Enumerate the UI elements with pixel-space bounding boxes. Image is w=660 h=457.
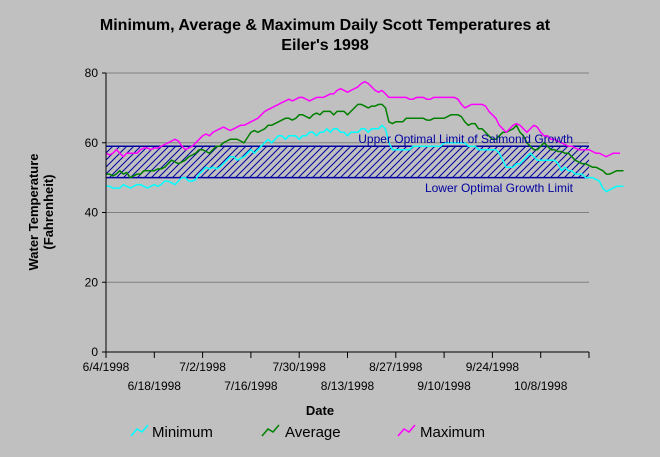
y-axis-title-line-1: Water Temperature xyxy=(26,153,41,270)
lower-limit-label: Lower Optimal Growth Limit xyxy=(425,181,574,195)
x-tick-label-9-24-1998: 9/24/1998 xyxy=(466,360,520,374)
series-line-maximum xyxy=(105,80,620,158)
legend: Minimum Average Maximum xyxy=(130,424,485,441)
legend-item-minimum: Minimum xyxy=(130,424,213,441)
x-tick-label-8-27-1998: 8/27/1998 xyxy=(369,360,423,374)
y-tick-label-80: 80 xyxy=(85,66,99,80)
legend-label-maximum: Maximum xyxy=(420,424,485,441)
legend-label-minimum: Minimum xyxy=(152,424,213,441)
legend-swatch-maximum xyxy=(397,424,416,437)
series-group xyxy=(105,80,624,193)
x-tick-label-7-2-1998: 7/2/1998 xyxy=(179,360,226,374)
x-tick-label-10-8-1998: 10/8/1998 xyxy=(514,379,568,393)
legend-item-average: Average xyxy=(261,424,341,441)
legend-swatch-minimum xyxy=(130,424,149,437)
chart-title-line-1: Minimum, Average & Maximum Daily Scott T… xyxy=(100,17,551,34)
legend-label-average: Average xyxy=(285,424,341,441)
x-tick-label-8-13-1998: 8/13/1998 xyxy=(321,379,375,393)
optimal-growth-band xyxy=(106,146,589,178)
y-tick-label-60: 60 xyxy=(85,136,99,150)
y-tick-label-40: 40 xyxy=(85,206,99,220)
legend-item-maximum: Maximum xyxy=(397,424,485,441)
y-axis-title-line-2: (Fahrenheit) xyxy=(41,174,56,249)
gridlines xyxy=(106,72,589,283)
x-tick-label-9-10-1998: 9/10/1998 xyxy=(417,379,471,393)
x-tick-label-6-4-1998: 6/4/1998 xyxy=(83,360,130,374)
x-tick-label-6-18-1998: 6/18/1998 xyxy=(128,379,182,393)
x-ticks: 6/4/1998 7/2/1998 7/30/1998 8/27/1998 9/24/1… xyxy=(83,352,590,393)
x-tick-label-7-30-1998: 7/30/1998 xyxy=(273,360,327,374)
upper-limit-label: Upper Optimal Limit of Salmonid Growth xyxy=(358,132,573,146)
series-line-minimum xyxy=(106,124,624,193)
x-axis-title: Date xyxy=(306,403,334,418)
x-tick-label-7-16-1998: 7/16/1998 xyxy=(224,379,278,393)
series-line-average xyxy=(106,103,624,179)
y-tick-label-0: 0 xyxy=(91,345,98,359)
y-ticks: 0 20 40 60 80 xyxy=(85,66,106,359)
y-tick-label-20: 20 xyxy=(85,275,99,289)
legend-swatch-average xyxy=(261,424,280,437)
chart-title-line-2: Eiler's 1998 xyxy=(281,37,369,54)
